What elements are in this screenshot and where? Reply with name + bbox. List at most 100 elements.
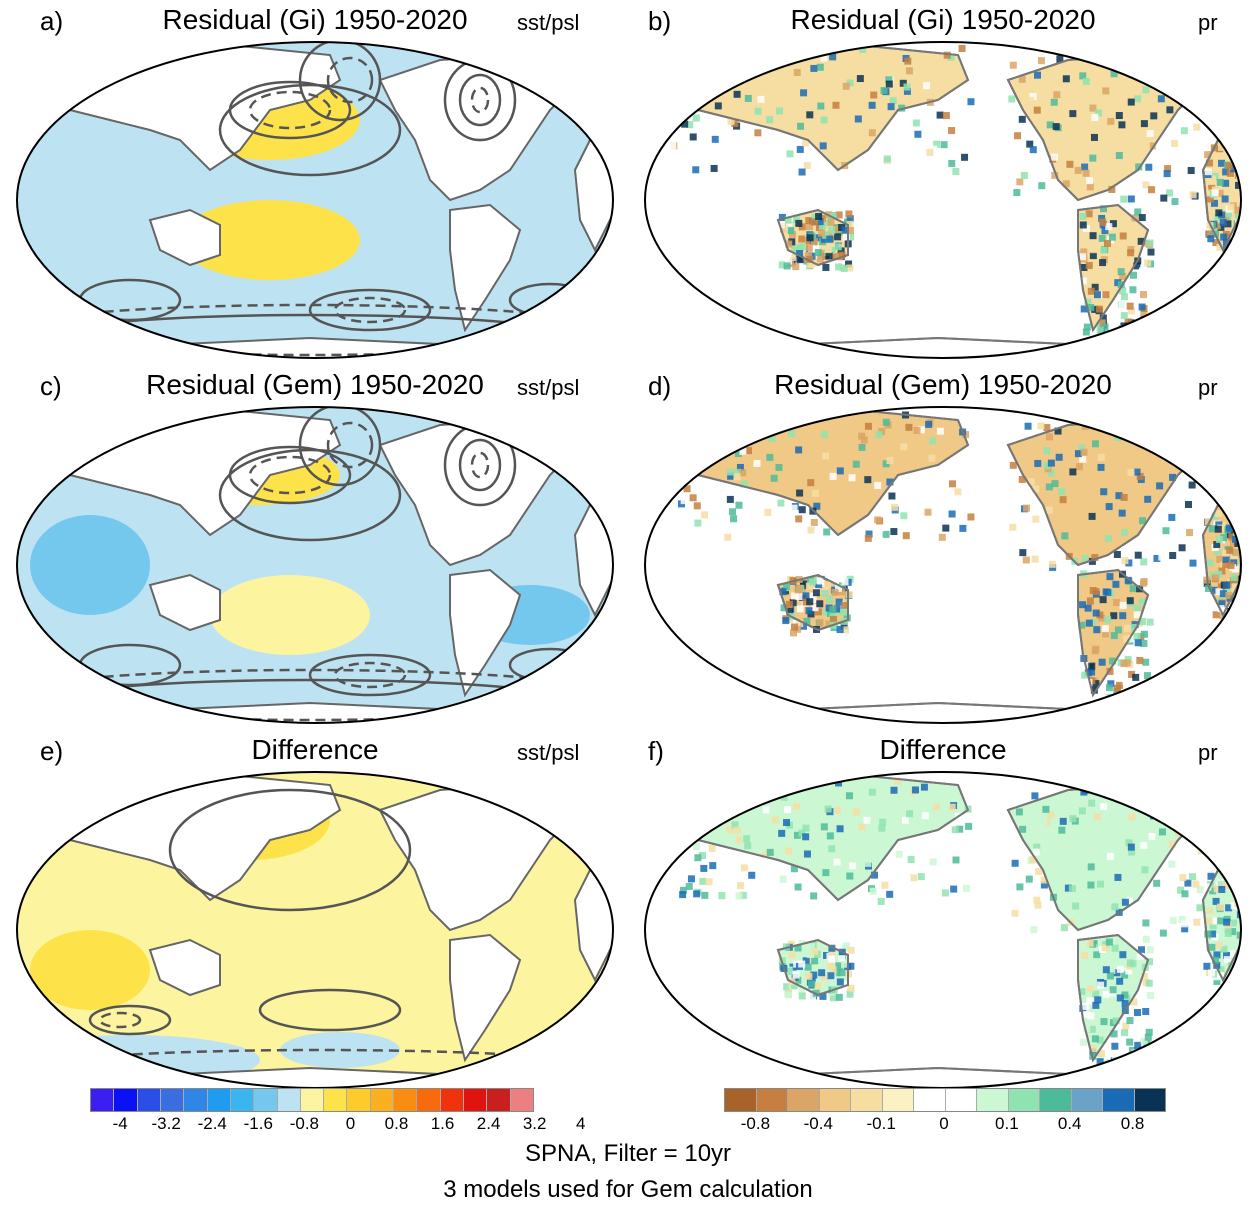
precip-cell: [733, 90, 741, 98]
precip-cell: [1088, 512, 1096, 520]
precip-cell: [679, 791, 687, 799]
precip-cell: [1100, 246, 1108, 254]
precip-cell: [841, 601, 849, 609]
land-outline: [449, 203, 522, 333]
precip-cell: [782, 628, 790, 636]
precip-cell: [1210, 199, 1218, 207]
coastline: [776, 938, 849, 997]
precip-cell: [705, 878, 713, 886]
precip-cell: [1068, 885, 1076, 893]
precip-cell: [717, 515, 725, 523]
precip-cell: [804, 963, 812, 971]
precip-cell: [1223, 581, 1231, 589]
precip-cell: [1035, 867, 1043, 875]
precip-cell: [1139, 803, 1147, 811]
precip-cell: [1153, 554, 1161, 562]
precip-cell: [843, 942, 851, 950]
precip-cell: [1169, 911, 1177, 919]
precip-cell: [1213, 548, 1221, 556]
precip-cell: [1050, 906, 1058, 914]
precip-cell: [911, 786, 919, 794]
precip-cell: [1145, 1028, 1153, 1036]
precip-cell: [1224, 929, 1232, 937]
precip-cell: [1019, 825, 1027, 833]
precip-cell: [798, 829, 806, 837]
precip-cell: [789, 963, 797, 971]
precip-cell: [1027, 478, 1035, 486]
precip-cell: [1108, 233, 1116, 241]
precip-cell: [1089, 154, 1097, 162]
precip-cell: [1236, 931, 1241, 939]
precip-cell: [1114, 626, 1122, 634]
precip-cell: [1144, 1033, 1152, 1041]
precip-cell: [894, 777, 902, 785]
colorbar-tick-label: 2.4: [476, 1114, 501, 1133]
precip-cell: [679, 886, 687, 894]
precip-cell: [1110, 93, 1118, 101]
precip-cell: [1213, 885, 1221, 893]
precip-cell: [1067, 63, 1075, 71]
precip-cell: [727, 472, 735, 480]
precip-cell: [838, 955, 846, 963]
precip-cell: [731, 68, 739, 76]
precip-cell: [825, 620, 833, 628]
precip-cell: [901, 168, 909, 176]
precip-cell: [950, 849, 958, 857]
precip-cell: [779, 410, 787, 418]
precip-cell: [775, 463, 783, 471]
precip-cell: [1056, 55, 1064, 63]
precip-cell: [1119, 92, 1127, 100]
precip-cell: [1228, 247, 1236, 255]
precip-cell: [1233, 238, 1241, 246]
precip-cell: [740, 864, 748, 872]
precip-cell: [1080, 951, 1088, 959]
precip-cell: [882, 530, 890, 538]
precip-cell: [1009, 523, 1017, 531]
precip-cell: [1225, 888, 1233, 896]
precip-cell: [1212, 239, 1220, 247]
precip-cell: [1015, 808, 1023, 816]
precip-cell: [710, 68, 718, 76]
precip-cell: [1069, 110, 1077, 118]
precip-cell: [1029, 856, 1037, 864]
precip-cell: [1211, 512, 1219, 520]
precip-cell: [816, 138, 824, 146]
precip-cell: [1234, 206, 1241, 214]
precip-cell: [940, 141, 948, 149]
precip-cell: [1142, 1007, 1150, 1015]
precip-cell: [1236, 158, 1241, 166]
precip-cell: [826, 952, 834, 960]
precip-cell: [810, 518, 818, 526]
precip-cell: [1145, 979, 1153, 987]
precip-cell: [923, 82, 931, 90]
precip-cell: [812, 589, 820, 597]
precip-cell: [1045, 483, 1053, 491]
precip-cell: [1209, 930, 1217, 938]
precip-cell: [1242, 558, 1249, 565]
precip-cell: [1121, 991, 1129, 999]
precip-cell: [1032, 848, 1040, 856]
precip-cell: [913, 426, 921, 434]
precip-cell: [1103, 239, 1111, 247]
precip-cell: [793, 68, 801, 76]
precip-cell: [886, 478, 894, 486]
precip-cell: [904, 57, 912, 65]
precip-cell: [1085, 262, 1093, 270]
sst-anomaly-blob: [30, 930, 150, 1010]
precip-cell: [796, 256, 804, 264]
precip-cell: [800, 622, 808, 630]
precip-cell: [1239, 162, 1241, 170]
precip-cell: [716, 490, 724, 498]
precip-cell: [1117, 268, 1125, 276]
precip-cell: [1241, 151, 1248, 158]
precip-cell: [950, 885, 958, 893]
precip-cell: [726, 826, 734, 834]
precip-cell: [1212, 970, 1220, 978]
precip-cell: [948, 803, 956, 811]
precip-cell: [1140, 558, 1148, 566]
precip-cell: [899, 79, 907, 87]
precip-cell: [834, 233, 842, 241]
precip-cell: [928, 437, 936, 445]
precip-cell: [1115, 112, 1123, 120]
colorbar-tick-label: -3.2: [151, 1114, 181, 1133]
